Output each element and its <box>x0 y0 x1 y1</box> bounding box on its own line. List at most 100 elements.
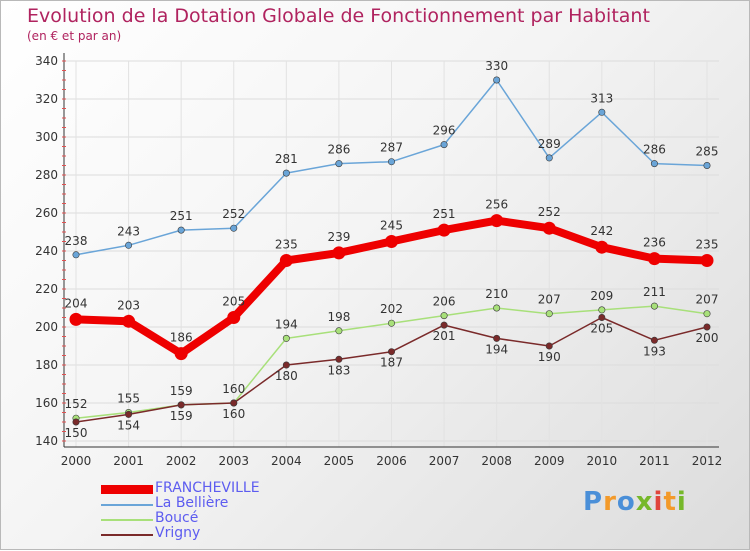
x-tick-label: 2004 <box>271 454 302 468</box>
data-point <box>545 310 553 318</box>
y-tick-label: 300 <box>35 130 58 144</box>
data-point <box>335 327 343 335</box>
data-label: 242 <box>590 224 613 238</box>
data-point <box>440 141 448 149</box>
data-point <box>227 311 241 324</box>
data-label: 198 <box>327 310 350 324</box>
data-label: 251 <box>170 209 193 223</box>
legend-label-bouce: Boucé <box>155 510 199 526</box>
data-point <box>598 313 606 321</box>
data-point <box>69 312 83 326</box>
proxiti-logo: Proxiti <box>583 487 687 517</box>
data-point <box>650 302 658 310</box>
data-label: 239 <box>327 230 350 244</box>
data-label: 251 <box>433 207 456 221</box>
data-label: 245 <box>380 219 403 233</box>
y-tick-label: 320 <box>35 92 58 106</box>
legend-label-la-belliere: La Bellière <box>155 495 229 511</box>
data-label: 187 <box>380 356 403 370</box>
data-label: 159 <box>170 384 193 398</box>
y-tick-label: 220 <box>35 282 58 296</box>
data-label: 155 <box>117 392 140 406</box>
data-point <box>650 336 658 344</box>
data-label: 186 <box>170 331 193 345</box>
data-point <box>700 254 714 267</box>
data-label: 330 <box>485 59 508 73</box>
chart-subtitle: (en € et par an) <box>27 29 122 43</box>
data-label: 211 <box>643 285 666 299</box>
x-tick-label: 2002 <box>166 454 197 468</box>
y-tick-label: 180 <box>35 358 58 372</box>
y-tick-label: 160 <box>35 396 58 410</box>
data-point <box>387 348 395 356</box>
data-label: 154 <box>117 418 140 432</box>
data-label: 296 <box>433 124 456 138</box>
y-tick-label: 200 <box>35 320 58 334</box>
data-point <box>493 334 501 342</box>
data-label: 286 <box>327 143 350 157</box>
data-label: 205 <box>590 322 613 336</box>
x-tick-label: 2007 <box>429 454 460 468</box>
data-point <box>335 355 343 363</box>
data-point <box>437 223 451 237</box>
legend-swatch-la-belliere <box>101 504 153 506</box>
data-point <box>72 418 80 426</box>
y-tick-label: 140 <box>35 434 58 448</box>
x-tick-label: 2006 <box>376 454 407 468</box>
data-point <box>279 254 293 267</box>
data-point <box>493 304 501 312</box>
legend-swatch-bouce <box>101 519 153 521</box>
data-point <box>385 235 398 248</box>
data-label: 150 <box>65 426 88 440</box>
data-label: 207 <box>696 293 719 307</box>
data-label: 205 <box>222 295 245 309</box>
data-point <box>177 226 185 234</box>
y-tick-label: 240 <box>35 244 58 258</box>
data-label: 235 <box>696 238 719 252</box>
legend-swatch-francheville <box>101 485 153 494</box>
data-point <box>122 314 136 328</box>
y-tick-label: 340 <box>35 54 58 68</box>
data-point <box>598 108 606 116</box>
data-point <box>542 221 556 235</box>
data-point <box>230 224 238 232</box>
data-point <box>125 241 133 249</box>
legend-label-francheville: FRANCHEVILLE <box>155 480 260 496</box>
data-point <box>595 240 609 254</box>
data-label: 207 <box>538 293 561 307</box>
data-label: 235 <box>275 238 298 252</box>
y-tick-label: 280 <box>35 168 58 182</box>
data-point <box>282 169 290 177</box>
data-label: 287 <box>380 141 403 155</box>
data-point <box>703 323 711 331</box>
data-label: 210 <box>485 287 508 301</box>
data-point <box>703 310 711 318</box>
x-tick-label: 2005 <box>324 454 355 468</box>
x-tick-label: 2000 <box>61 454 92 468</box>
data-point <box>72 251 80 259</box>
data-label: 160 <box>222 382 245 396</box>
data-point <box>647 252 661 266</box>
x-tick-label: 2012 <box>692 454 723 468</box>
data-label: 194 <box>275 317 298 331</box>
data-point <box>545 342 553 350</box>
data-label: 238 <box>65 234 88 248</box>
data-point <box>332 246 346 260</box>
data-label: 160 <box>222 407 245 421</box>
data-label: 201 <box>433 329 456 343</box>
data-label: 190 <box>538 350 561 364</box>
data-point <box>490 214 504 228</box>
data-point <box>230 399 238 407</box>
x-tick-label: 2009 <box>534 454 565 468</box>
data-label: 204 <box>65 296 88 310</box>
data-label: 193 <box>643 344 666 358</box>
y-tick-label: 260 <box>35 206 58 220</box>
data-point <box>174 347 188 361</box>
data-point <box>703 162 711 170</box>
data-point <box>282 361 290 369</box>
data-point <box>598 306 606 314</box>
data-label: 206 <box>433 295 456 309</box>
data-point <box>440 312 448 320</box>
